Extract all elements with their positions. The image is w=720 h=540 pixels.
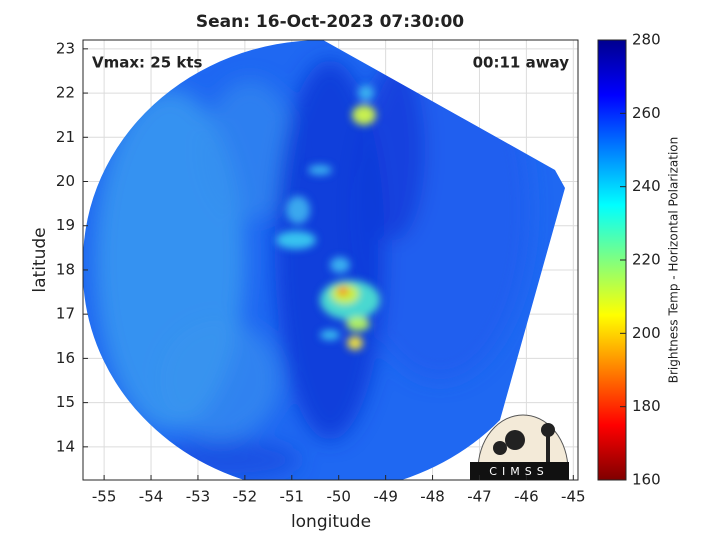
x-tick-label: -49 (373, 488, 398, 506)
x-tick-label: -53 (186, 488, 211, 506)
annotation: 00:11 away (473, 54, 570, 72)
x-tick-label: -51 (280, 488, 305, 506)
colorbar-tick-label: 220 (632, 251, 661, 269)
annotation: Vmax: 25 kts (92, 54, 202, 72)
x-axis-label: longitude (291, 512, 371, 532)
colorbar-tick-label: 180 (632, 397, 661, 415)
x-tick-label: -50 (326, 488, 351, 506)
x-tick-label: -54 (139, 488, 164, 506)
x-tick-label: -47 (467, 488, 492, 506)
y-tick-label: 17 (56, 305, 75, 323)
y-tick-label: 14 (56, 437, 75, 455)
x-tick-label: -46 (514, 488, 539, 506)
convection (276, 57, 410, 350)
colorbar-tick-label: 200 (632, 324, 661, 342)
x-tick-label: -52 (233, 488, 258, 506)
y-tick-label: 20 (56, 172, 75, 190)
y-tick-label: 22 (56, 84, 75, 102)
y-tick-label: 15 (56, 393, 75, 411)
y-tick-label: 21 (56, 128, 75, 146)
logo: CIMSS (470, 414, 569, 480)
x-tick-label: -55 (92, 488, 117, 506)
y-axis-label: latitude (30, 227, 50, 292)
plot-frame (82, 39, 579, 481)
chart-title: Sean: 16-Oct-2023 07:30:00 (196, 12, 464, 32)
colorbar-label: Brightness Temp - Horizontal Polarizatio… (667, 137, 681, 384)
colorbar-tick-label: 240 (632, 177, 661, 195)
y-tick-label: 16 (56, 349, 75, 367)
logo-text: CIMSS (489, 465, 548, 478)
colorbar-tick-label: 160 (632, 471, 661, 489)
y-tick-label: 18 (56, 260, 75, 278)
x-tick-label: -45 (561, 488, 586, 506)
colorbar-tick-label: 280 (632, 31, 661, 49)
y-tick-label: 23 (56, 39, 75, 57)
y-tick-label: 19 (56, 216, 75, 234)
colorbar-tick-label: 260 (632, 104, 661, 122)
x-tick-label: -48 (420, 488, 445, 506)
